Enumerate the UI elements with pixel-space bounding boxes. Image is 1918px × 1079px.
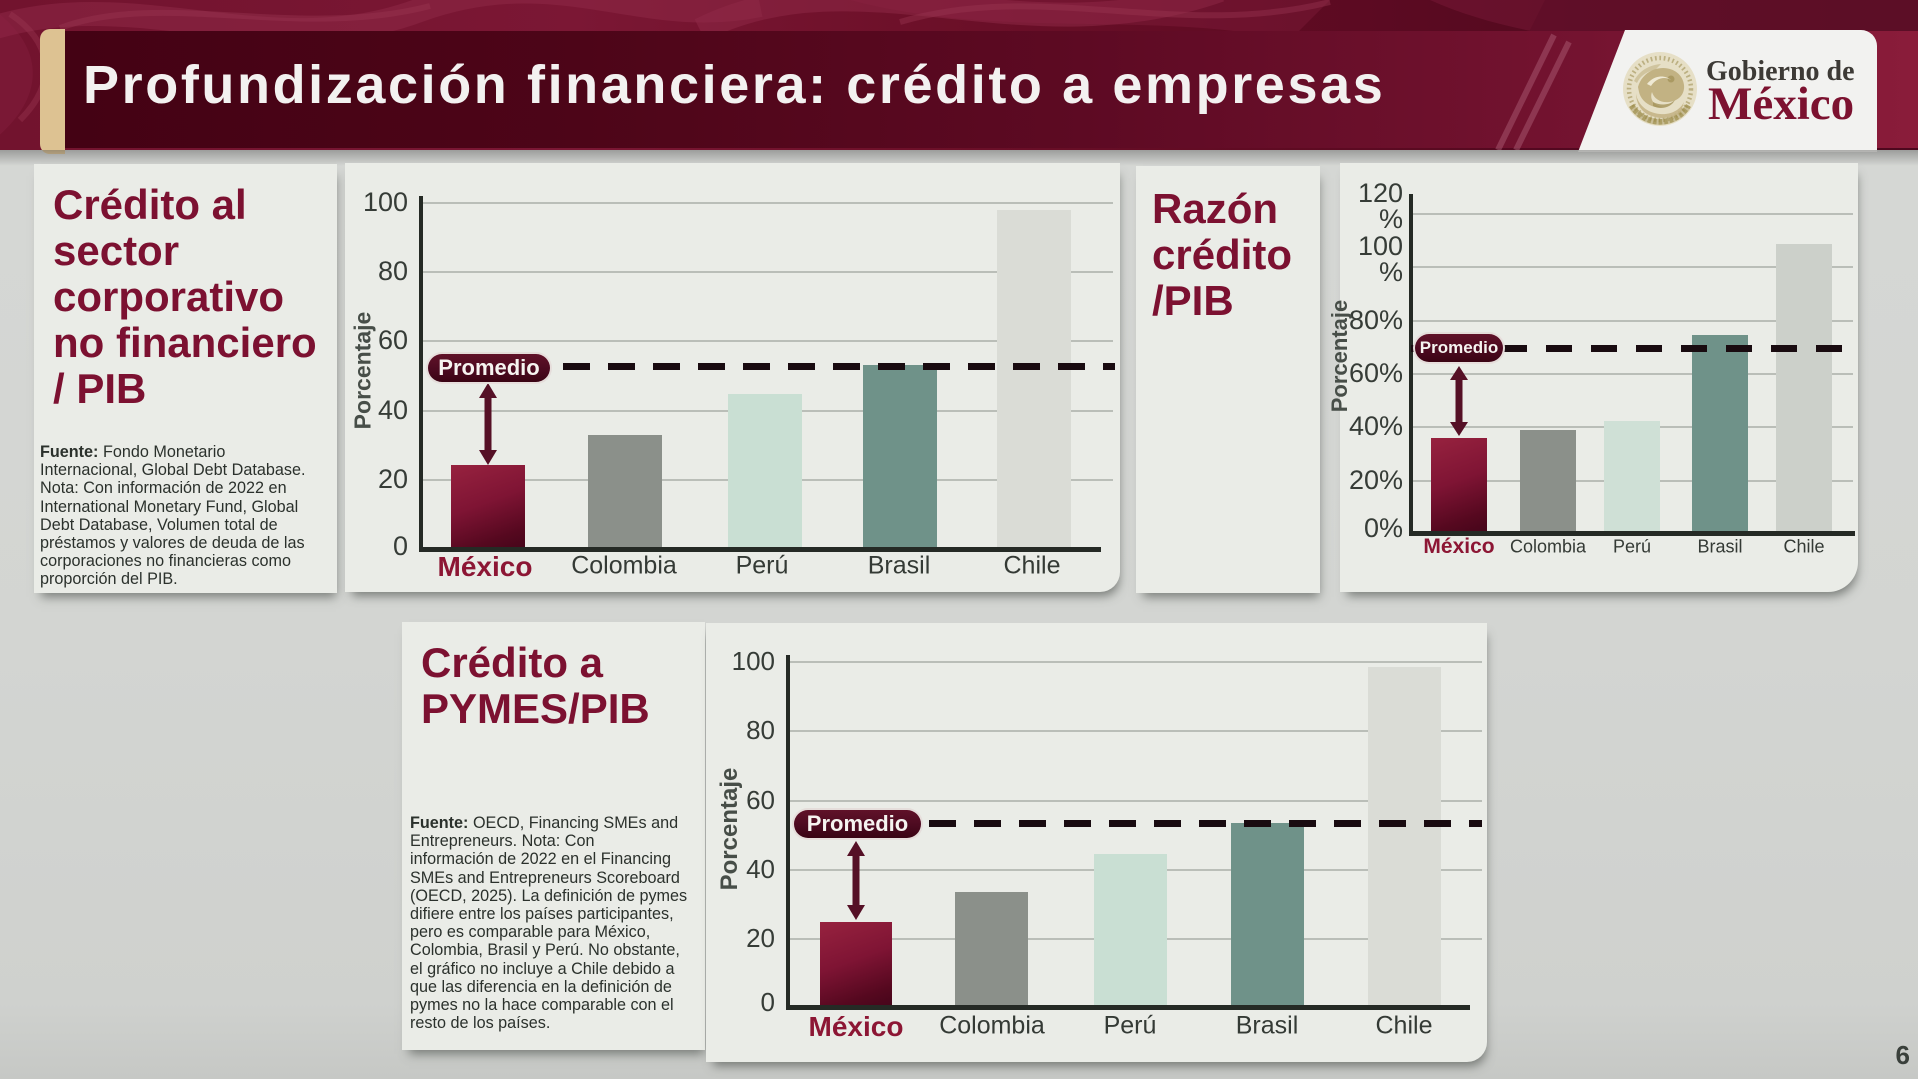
svg-text:Gobierno de: Gobierno de — [1706, 56, 1855, 87]
svg-text:México: México — [1708, 78, 1854, 130]
